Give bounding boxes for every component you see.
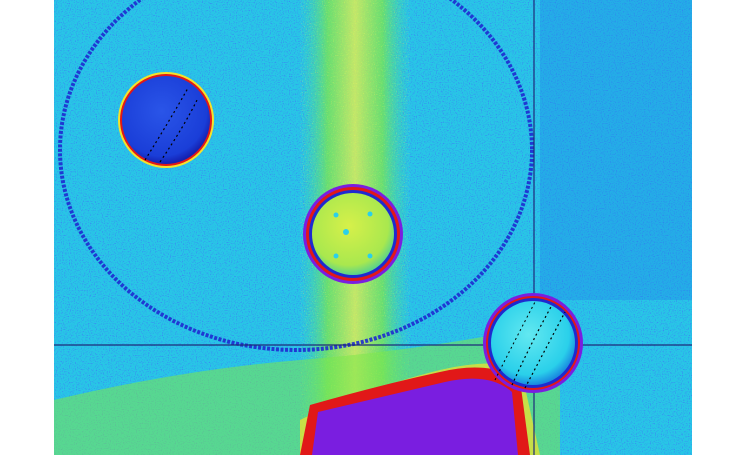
sphere-dark-blue: [118, 72, 214, 168]
large-ring: [58, 0, 534, 352]
sphere-yellow-green: [303, 184, 403, 284]
sphere-cyan: [483, 293, 583, 393]
